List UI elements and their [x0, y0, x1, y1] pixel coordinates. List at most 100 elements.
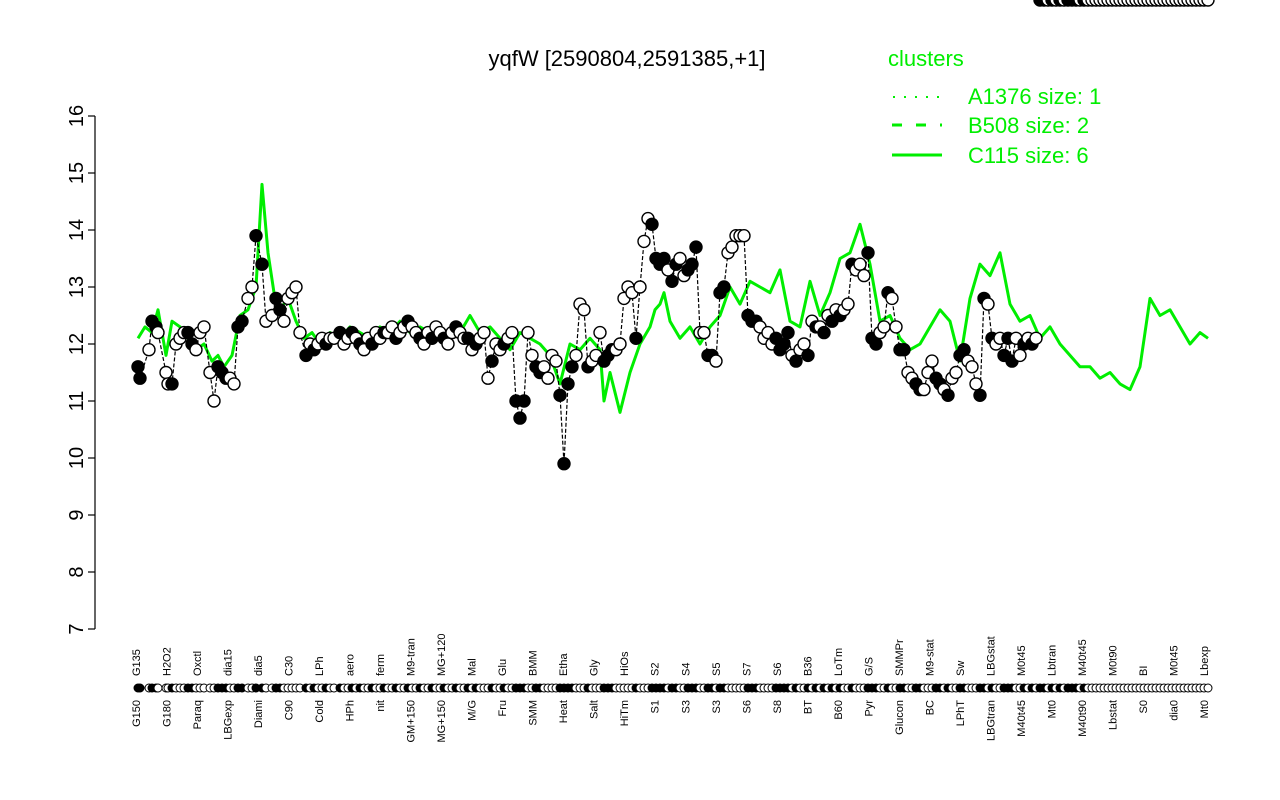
- data-point: [709, 354, 723, 368]
- x-tick-label: Fru: [497, 700, 509, 717]
- data-point: [861, 246, 875, 260]
- x-tick-label: BMM: [528, 650, 540, 676]
- x-tick-label: S1: [650, 700, 662, 713]
- x-tick-label: SMM: [528, 700, 540, 726]
- x-tick-label: MG+150: [436, 700, 448, 743]
- data-point: [245, 280, 259, 294]
- x-tick-label: S7: [741, 663, 753, 676]
- data-point: [1013, 348, 1027, 363]
- data-point: [673, 251, 687, 266]
- data-point: [565, 360, 579, 374]
- x-tick-label: LoTm: [833, 648, 845, 676]
- data-point: [657, 251, 671, 266]
- data-point: [981, 297, 995, 311]
- data-point: [789, 354, 803, 368]
- data-point: [227, 377, 241, 391]
- data-point: [593, 325, 607, 340]
- data-point: [235, 314, 249, 328]
- data-point: [941, 388, 955, 402]
- x-tick-label: M9-tran: [406, 638, 418, 676]
- data-point: [917, 382, 931, 397]
- data-point: [289, 280, 303, 294]
- x-tick-label: S3: [711, 700, 723, 713]
- data-point: [557, 457, 571, 471]
- x-tick-label: dia5: [253, 655, 265, 676]
- x-tick-label: G135: [131, 649, 143, 676]
- x-axis-labels: G135 H2O2 Oxctl dia15 dia5 C30 LPh aero ferm M9-t…: [131, 634, 1211, 743]
- x-tick-label: G/S: [863, 657, 875, 676]
- x-tick-label: M40t90: [1077, 700, 1089, 737]
- data-point: [577, 303, 591, 317]
- data-point: [477, 325, 491, 340]
- x-tick-label: MG+120: [436, 634, 448, 677]
- x-tick-label: Mt0: [1046, 700, 1058, 718]
- data-point: [553, 388, 567, 402]
- x-tick-label: S3: [680, 700, 692, 713]
- x-tick-label: Glucon: [894, 700, 906, 735]
- y-tick-label: 14: [66, 219, 88, 241]
- y-tick-label: 12: [66, 333, 88, 355]
- data-point: [569, 348, 583, 363]
- x-tick-label: C90: [284, 700, 296, 720]
- x-tick-label: Cold: [314, 700, 326, 723]
- data-point: [255, 257, 269, 271]
- x-tick-label: aero: [345, 654, 357, 676]
- data-point: [165, 377, 179, 391]
- data-point: [885, 291, 899, 306]
- data-point: [525, 348, 539, 363]
- data-point: [159, 365, 173, 380]
- x-tick-label: M0t90: [1108, 645, 1120, 676]
- data-point: [665, 274, 679, 288]
- data-points: [131, 0, 1215, 693]
- data-point: [133, 371, 147, 385]
- x-tick-label: Paraq: [192, 700, 204, 729]
- data-point: [197, 320, 211, 334]
- data-point: [541, 371, 555, 385]
- data-point: [505, 325, 519, 340]
- x-tick-label: LPhT: [955, 700, 967, 727]
- data-point: [969, 377, 983, 391]
- x-tick-label: SMMPr: [894, 639, 906, 676]
- data-point: [797, 337, 811, 351]
- x-tick-label: M40t45: [1016, 700, 1028, 737]
- x-tick-label: Mal: [467, 658, 479, 676]
- data-point: [957, 343, 971, 357]
- x-tick-label: M/G: [467, 700, 479, 721]
- y-tick-label: 10: [66, 447, 88, 469]
- data-point: [241, 291, 255, 306]
- data-point: [485, 354, 499, 368]
- legend-entry-b508: B508 size: 2: [968, 113, 1089, 138]
- x-tick-label: Glu: [497, 659, 509, 676]
- x-tick-label: Mt0: [1199, 700, 1211, 718]
- data-point: [249, 228, 263, 243]
- x-tick-label: B60: [833, 700, 845, 720]
- x-tick-label: Lbstat: [1108, 700, 1120, 730]
- data-point: [273, 303, 287, 317]
- x-tick-label: BI: [1138, 666, 1150, 676]
- x-tick-label: BT: [802, 700, 814, 714]
- legend-entry-a1376: A1376 size: 1: [968, 84, 1101, 109]
- x-tick-label: LBGstat: [985, 636, 997, 676]
- data-point: [637, 234, 651, 249]
- x-tick-label: S4: [680, 663, 692, 676]
- x-tick-label: Heat: [558, 700, 570, 723]
- x-tick-label: S2: [650, 663, 662, 676]
- rug-marker: [1203, 683, 1213, 693]
- x-tick-label: Gly: [589, 659, 601, 676]
- x-tick-label: nit: [375, 700, 387, 712]
- cluster-line-c115: [136, 182, 1209, 414]
- x-tick-label: B36: [802, 656, 814, 676]
- x-tick-label: HPh: [345, 700, 357, 721]
- x-tick-label: Pyr: [863, 700, 875, 717]
- data-point: [877, 320, 891, 334]
- data-point: [717, 280, 731, 294]
- data-point: [277, 314, 291, 328]
- data-point: [697, 325, 711, 340]
- data-point: [801, 348, 815, 363]
- data-point: [777, 337, 791, 351]
- data-point: [181, 325, 195, 340]
- x-tick-label: dia15: [223, 649, 235, 676]
- data-point: [737, 228, 751, 243]
- data-point: [973, 388, 987, 402]
- data-point: [441, 337, 455, 351]
